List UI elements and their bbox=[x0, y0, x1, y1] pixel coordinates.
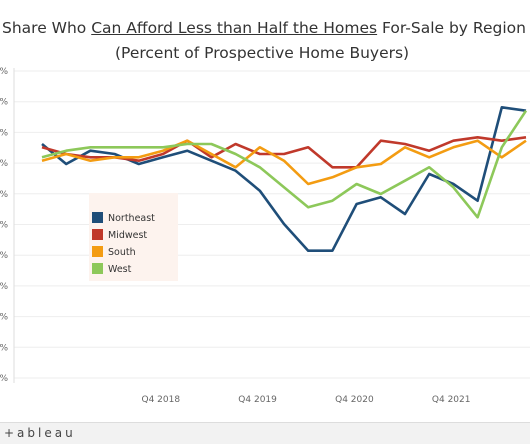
series-line bbox=[41, 139, 527, 186]
legend-label: Northeast bbox=[108, 213, 155, 224]
y-tick-label: % bbox=[0, 313, 8, 323]
chart-title: Share Who Can Afford Less than Half the … bbox=[2, 19, 530, 37]
legend-swatch bbox=[92, 246, 103, 257]
y-tick-label: % bbox=[0, 282, 8, 292]
legend-label: South bbox=[108, 247, 136, 258]
y-tick-label: % bbox=[0, 221, 8, 231]
series-line bbox=[41, 109, 528, 219]
chart-title-part: For-Sale by Region bbox=[377, 19, 526, 37]
footer-bar: +ableau bbox=[0, 422, 530, 444]
chart-title-part: Share Who bbox=[2, 19, 92, 37]
x-tick-label: Q4 2018 bbox=[142, 395, 181, 405]
chart-subtitle: (Percent of Prospective Home Buyers) bbox=[115, 44, 410, 62]
y-tick-label: % bbox=[0, 190, 8, 200]
y-tick-label: % bbox=[0, 374, 8, 384]
chart-title-part: Can Afford Less than Half the Homes bbox=[91, 19, 378, 37]
legend-swatch bbox=[92, 229, 103, 240]
legend-label: West bbox=[108, 264, 132, 275]
legend-label: Midwest bbox=[108, 230, 147, 241]
legend-swatch bbox=[92, 212, 103, 223]
legend-background bbox=[89, 193, 178, 281]
legend-swatch bbox=[92, 263, 103, 274]
y-tick-label: % bbox=[0, 343, 8, 353]
y-tick-label: % bbox=[0, 251, 8, 261]
x-tick-label: Q4 2021 bbox=[432, 395, 471, 405]
x-tick-label: Q4 2020 bbox=[335, 395, 374, 405]
x-tick-label: Q4 2019 bbox=[238, 395, 277, 405]
y-tick-label: % bbox=[0, 67, 8, 77]
y-tick-label: % bbox=[0, 98, 8, 108]
tableau-logo[interactable]: +ableau bbox=[4, 426, 76, 440]
y-tick-label: % bbox=[0, 159, 8, 169]
y-tick-label: % bbox=[0, 128, 8, 138]
legend: Northeast Midwest South West bbox=[89, 193, 178, 281]
